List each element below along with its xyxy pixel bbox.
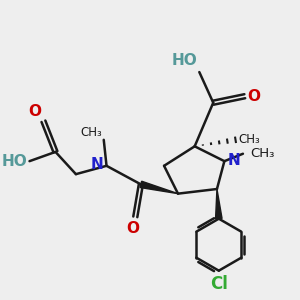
Polygon shape — [216, 189, 222, 219]
Text: Cl: Cl — [210, 275, 228, 293]
Polygon shape — [140, 181, 178, 194]
Text: O: O — [248, 89, 261, 104]
Text: CH₃: CH₃ — [238, 133, 260, 146]
Text: CH₃: CH₃ — [80, 126, 102, 139]
Text: N: N — [91, 158, 104, 172]
Text: HO: HO — [172, 53, 197, 68]
Text: O: O — [126, 220, 139, 236]
Text: O: O — [28, 104, 42, 119]
Text: N: N — [228, 153, 241, 168]
Text: CH₃: CH₃ — [250, 147, 275, 160]
Text: HO: HO — [2, 154, 28, 169]
